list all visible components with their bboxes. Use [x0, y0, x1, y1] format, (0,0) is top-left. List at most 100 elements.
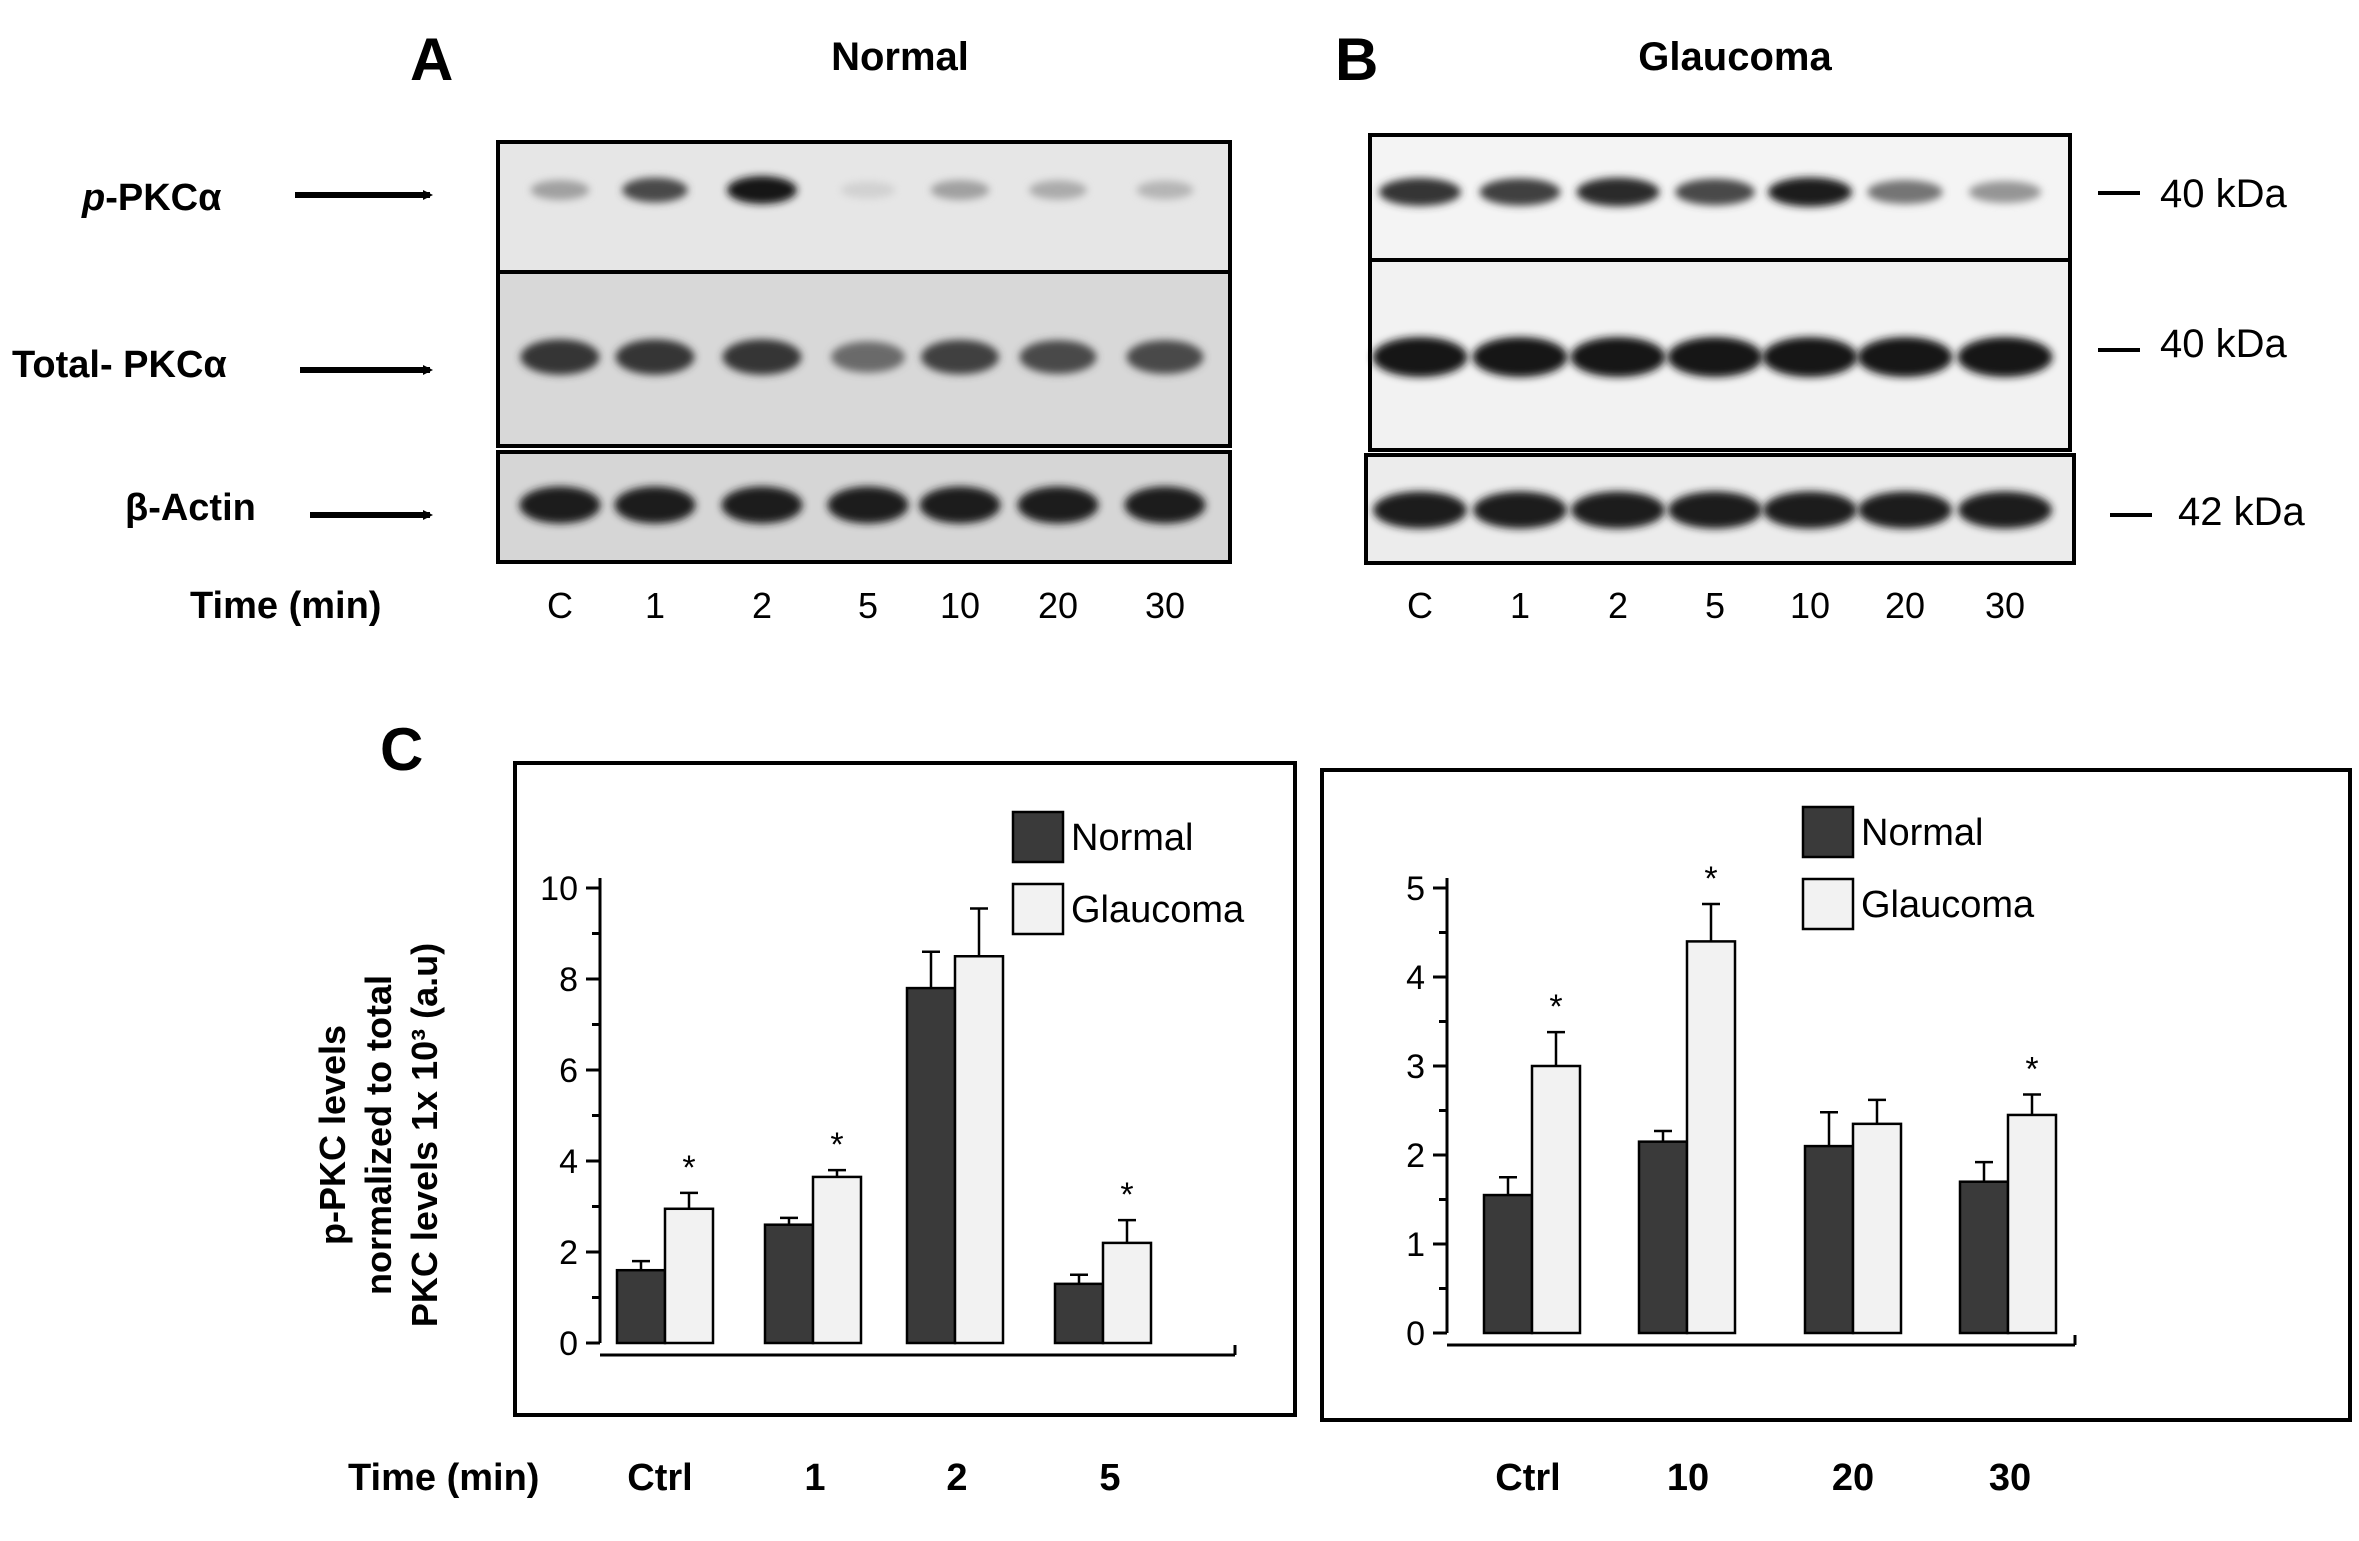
right-y-tick-label-0: 0: [1406, 1315, 1425, 1353]
glaucoma-p-pkc-band-4: [1768, 177, 1852, 207]
left-bar-glaucoma-2: [953, 955, 1005, 1345]
normal-p-pkc-band-3: [840, 181, 896, 199]
normal-p-pkc-band-4: [930, 180, 990, 200]
right-y-tick-label-4: 4: [1406, 959, 1425, 997]
mw-marker-2: 40 kDa: [2098, 322, 2287, 366]
normal-p-pkc-band-5: [1029, 180, 1087, 200]
left-legend-swatch-1: [1011, 882, 1065, 936]
right-category-label-2: 20: [1832, 1457, 1874, 1499]
left-y-tick-label-5: 10: [540, 870, 578, 908]
glaucoma-actin-band-2: [1571, 491, 1665, 529]
right-category-label-1: 10: [1667, 1457, 1709, 1499]
glaucoma-total-pkc-band-1: [1472, 337, 1568, 377]
svg-text:β-Actin: β-Actin: [125, 487, 256, 529]
normal-p-pkc-band-6: [1136, 180, 1194, 200]
normal-actin-band-4: [919, 486, 1001, 524]
glaucoma-p-pkc-band-0: [1379, 178, 1461, 206]
chart-left: 0 2 4 6 8 10 * Ctrl * 1 2 * 5 Normal Glaucoma: [540, 810, 1245, 1499]
row-label-actin: β-Actin: [125, 487, 433, 529]
svg-text:p-PKCα: p-PKCα: [81, 177, 221, 219]
glaucoma-actin-band-0: [1373, 491, 1467, 529]
chart-time-label: Time (min): [348, 1457, 539, 1499]
glaucoma-total-pkc-band-6: [1957, 337, 2053, 377]
right-y-tick-label-3: 3: [1406, 1048, 1425, 1086]
left-sig-star-1-1: *: [830, 1126, 843, 1164]
normal-total-pkc-band-0: [520, 339, 600, 375]
left-bar-glaucoma-3: [1101, 1241, 1153, 1345]
glaucoma-actin-band-1: [1473, 491, 1567, 529]
chart-right-frame: [1320, 768, 2352, 1422]
y-axis-title: p-PKC levels normalized to total PKC lev…: [312, 943, 445, 1327]
p-pkc-rest: -PKCα: [105, 177, 221, 219]
normal-total-pkc-band-2: [722, 339, 802, 375]
left-bar-glaucoma-0: [663, 1207, 715, 1345]
left-bar-normal-3: [1053, 1282, 1105, 1345]
normal-western-blot: [496, 140, 1232, 564]
glaucoma-lane-label-5: 20: [1885, 585, 1925, 626]
svg-text:40 kDa: 40 kDa: [2160, 172, 2287, 216]
normal-lane-label-1: 1: [645, 585, 665, 626]
normal-lane-label-0: C: [547, 585, 573, 626]
glaucoma-total-pkc-band-3: [1667, 337, 1763, 377]
right-bar-glaucoma-0: [1530, 1064, 1582, 1335]
glaucoma-p-pkc-band-3: [1675, 178, 1755, 206]
left-legend-label-0: Normal: [1071, 817, 1193, 859]
normal-actin-band-3: [827, 486, 909, 524]
normal-lane-label-3: 5: [858, 585, 878, 626]
right-legend-swatch-1: [1801, 877, 1855, 931]
left-y-tick-label-1: 2: [559, 1234, 578, 1272]
right-bar-normal-2: [1803, 1144, 1855, 1335]
normal-p-pkc-band-0: [530, 180, 590, 200]
right-y-tick-label-1: 1: [1406, 1226, 1425, 1264]
right-sig-star-1-0: *: [1549, 988, 1562, 1026]
glaucoma-total-pkc-band-5: [1857, 337, 1953, 377]
left-category-label-1: 1: [804, 1457, 825, 1499]
svg-text:40 kDa: 40 kDa: [2160, 322, 2287, 366]
right-bar-normal-0: [1482, 1193, 1534, 1335]
panel-c-letter: C: [380, 716, 423, 783]
normal-p-pkc-band-1: [622, 177, 688, 203]
normal-p-pkc-band-2: [727, 176, 797, 204]
normal-total-pkc-band-6: [1126, 340, 1204, 374]
panel-a-letter: A: [410, 26, 453, 93]
right-bar-normal-1: [1637, 1140, 1689, 1335]
right-legend-swatch-0: [1801, 805, 1855, 859]
left-bar-normal-0: [615, 1268, 667, 1345]
left-legend-swatch-0: [1011, 810, 1065, 864]
svg-text:p-PKC levels: p-PKC levels: [312, 1025, 353, 1245]
right-category-label-0: Ctrl: [1495, 1457, 1560, 1499]
normal-actin-band-0: [519, 486, 601, 524]
left-y-tick-label-0: 0: [559, 1325, 578, 1363]
glaucoma-p-pkc-band-6: [1968, 181, 2042, 203]
glaucoma-actin-band-3: [1668, 491, 1762, 529]
glaucoma-p-pkc-band-5: [1867, 180, 1943, 204]
right-sig-star-1-3: *: [2025, 1050, 2038, 1088]
normal-lane-label-4: 10: [940, 585, 980, 626]
right-category-label-3: 30: [1989, 1457, 2031, 1499]
right-legend-label-1: Glaucoma: [1861, 884, 2035, 926]
glaucoma-blot-title: Glaucoma: [1638, 35, 1832, 79]
blot-time-label: Time (min): [190, 585, 381, 627]
svg-text:PKC levels 1x 10³ (a.u): PKC levels 1x 10³ (a.u): [404, 943, 445, 1327]
normal-total-pkc-band-1: [615, 339, 695, 375]
normal-total-pkc-band-3: [831, 341, 905, 373]
left-bar-glaucoma-1: [811, 1175, 863, 1345]
mw-marker-1: 40 kDa: [2098, 172, 2287, 216]
normal-lane-label-6: 30: [1145, 585, 1185, 626]
normal-lane-label-5: 20: [1038, 585, 1078, 626]
left-y-tick-label-2: 4: [559, 1143, 578, 1181]
glaucoma-lane-label-2: 2: [1608, 585, 1628, 626]
left-bar-normal-1: [763, 1223, 815, 1345]
right-bar-glaucoma-2: [1851, 1122, 1903, 1335]
glaucoma-total-pkc-band-4: [1762, 337, 1858, 377]
left-category-label-0: Ctrl: [627, 1457, 692, 1499]
normal-blot-title: Normal: [831, 35, 969, 79]
glaucoma-total-pkc-band-0: [1372, 337, 1468, 377]
left-bar-normal-2: [905, 986, 957, 1345]
right-y-tick-label-2: 2: [1406, 1137, 1425, 1175]
svg-text:Total- PKCα: Total- PKCα: [12, 344, 227, 386]
right-bar-glaucoma-3: [2006, 1113, 2058, 1335]
left-category-label-3: 5: [1099, 1457, 1120, 1499]
glaucoma-actin-band-6: [1958, 491, 2052, 529]
left-y-tick-label-4: 8: [559, 961, 578, 999]
